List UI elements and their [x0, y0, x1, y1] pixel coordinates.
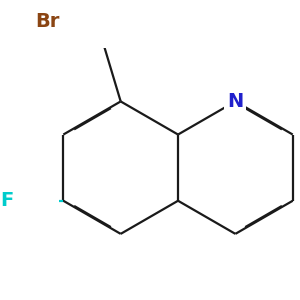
- Text: N: N: [227, 92, 244, 111]
- Text: F: F: [0, 191, 14, 210]
- Text: Br: Br: [36, 12, 60, 31]
